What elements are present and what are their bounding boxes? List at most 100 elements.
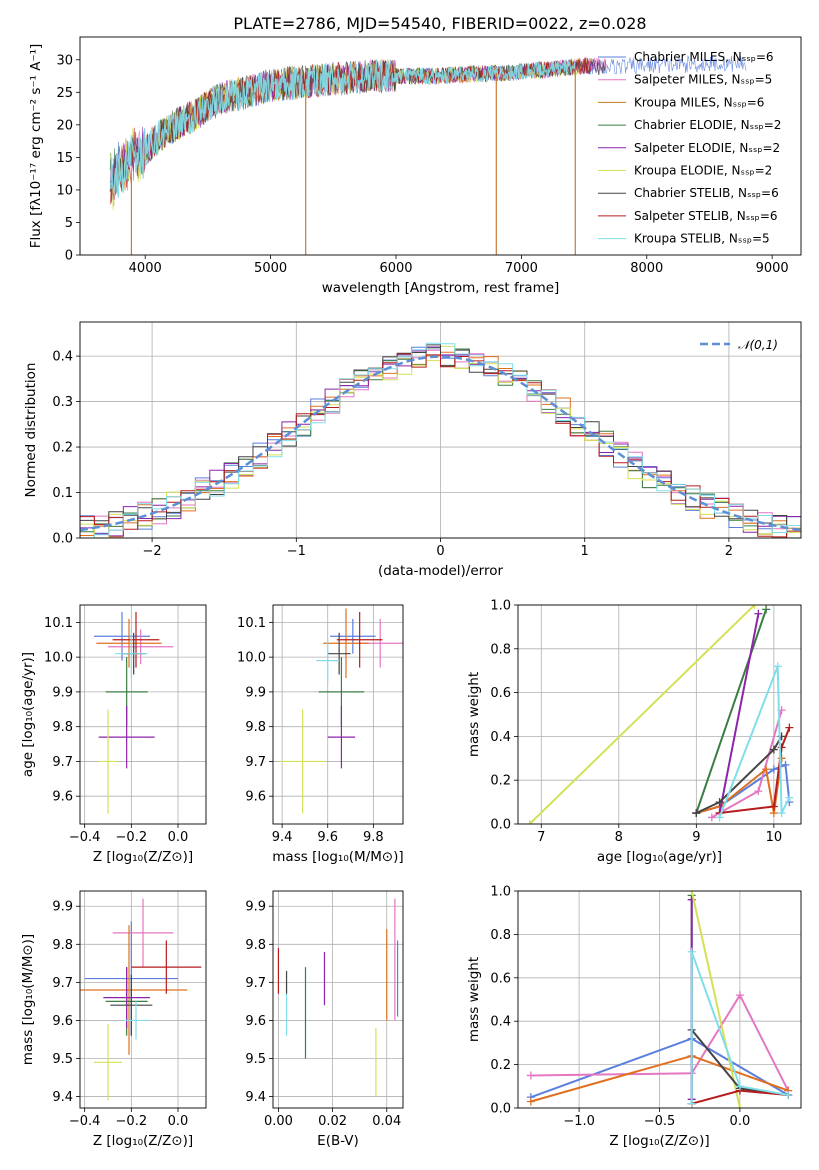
legend-entry: Salpeter MILES, Nₛₛₚ=5 [634, 73, 772, 87]
weight-point [715, 813, 724, 822]
y-axis-label: mass weight [466, 957, 482, 1042]
normal-reference-curve [80, 355, 801, 532]
y-tick-label: 10.0 [44, 651, 73, 666]
x-tick-label: 7 [537, 830, 545, 845]
y-tick-label: 9.6 [245, 790, 266, 805]
y-tick-label: 0.1 [52, 486, 73, 501]
plot-area-mass-vs-Z [80, 898, 202, 1101]
y-axis-label: Normed distribution [23, 363, 39, 498]
weight-point [525, 820, 534, 824]
y-tick-label: 10.0 [237, 651, 266, 666]
x-tick-label: 7000 [505, 261, 538, 276]
panel-weight-vs-Z: −1.0 −0.5 0.0 0.0 0.2 0.4 0.6 0.8 1.0 Z [log₁₀(Z/… [466, 885, 802, 1149]
y-tick-label: 0 [65, 249, 73, 264]
weight-point [773, 662, 782, 671]
x-axis-label: Z [log₁₀(Z/Z⊙)] [93, 1133, 193, 1149]
weight-point [762, 765, 771, 774]
legend-entry: Chabrier STELIB, Nₛₛₚ=6 [634, 186, 779, 200]
y-tick-label: 9.4 [245, 1090, 266, 1105]
weight-point [754, 609, 763, 618]
y-tick-label: 0.0 [490, 1102, 511, 1117]
legend-entry: Salpeter ELODIE, Nₛₛₚ=2 [634, 141, 780, 155]
x-tick-label: 0.0 [168, 1114, 189, 1129]
y-tick-label: 1.0 [490, 885, 511, 900]
legend-entry: Chabrier ELODIE, Nₛₛₚ=2 [634, 118, 781, 132]
y-tick-label: 9.9 [52, 685, 73, 700]
x-axis-label: (data-model)/error [378, 563, 504, 579]
x-tick-label: 6000 [379, 261, 412, 276]
y-tick-label: 1.0 [490, 599, 511, 614]
y-tick-label: 0.2 [52, 441, 73, 456]
x-tick-label: −0.5 [644, 1114, 676, 1129]
y-tick-label: 9.7 [245, 976, 266, 991]
legend-entry: Kroupa STELIB, Nₛₛₚ=5 [634, 232, 770, 246]
weight-point [781, 760, 790, 769]
y-tick-label: 0.0 [490, 818, 511, 833]
x-tick-label: −1.0 [563, 1114, 595, 1129]
plot-area-weight-vs-Z [526, 891, 793, 1108]
x-axis-label: Z [log₁₀(Z/Z⊙)] [609, 1133, 709, 1149]
weight-point [687, 1099, 696, 1108]
weight-line [719, 727, 791, 814]
weight-line [530, 993, 789, 1092]
y-tick-label: 15 [56, 151, 73, 166]
x-axis-label: Z [log₁₀(Z/Z⊙)] [93, 849, 193, 865]
y-tick-label: 0.4 [490, 1015, 511, 1030]
weight-line [690, 891, 741, 1108]
legend-entry: Salpeter STELIB, Nₛₛₚ=6 [634, 209, 778, 223]
x-tick-label: 9.8 [363, 830, 384, 845]
axes-frame [272, 604, 404, 825]
y-axis-label: mass [log₁₀(M/M⊙)] [20, 934, 36, 1065]
plot-area-residuals [80, 342, 801, 538]
x-tick-label: 9.6 [317, 830, 338, 845]
axes-frame [517, 890, 802, 1109]
x-tick-label: 8 [615, 830, 623, 845]
weight-point [692, 809, 701, 818]
x-tick-label: −2 [143, 544, 162, 559]
x-tick-label: 0.0 [730, 1114, 751, 1129]
x-axis-label: E(B-V) [317, 1133, 359, 1149]
y-tick-label: 30 [56, 53, 73, 68]
y-tick-label: 9.5 [52, 1052, 73, 1067]
plot-area-spectrum [109, 55, 747, 255]
x-tick-label: 5000 [254, 261, 287, 276]
y-tick-label: 9.8 [245, 938, 266, 953]
weight-point [762, 605, 771, 614]
weight-line [695, 609, 768, 814]
y-tick-label: 9.7 [52, 755, 73, 770]
y-tick-label: 20 [56, 118, 73, 133]
x-tick-label: 8000 [630, 261, 663, 276]
x-tick-label: −0.2 [116, 830, 148, 845]
y-tick-label: 9.7 [245, 755, 266, 770]
weight-point [526, 1097, 535, 1106]
panel-mass-vs-ebv: 0.00 0.02 0.04 9.4 9.5 9.6 9.7 9.8 9.9 E(B-V) [245, 890, 404, 1149]
x-axis-label: age [log₁₀(age/yr)] [597, 849, 722, 865]
y-tick-label: 0.3 [52, 395, 73, 410]
weight-point [750, 605, 759, 609]
plot-area-mass-vs-ebv [277, 898, 399, 1097]
y-tick-label: 9.7 [52, 976, 73, 991]
y-tick-label: 10.1 [237, 616, 266, 631]
weight-point [754, 787, 763, 796]
y-tick-label: 0.4 [52, 350, 73, 365]
y-tick-label: 9.8 [52, 938, 73, 953]
plot-area-age-vs-Z [94, 611, 174, 814]
y-tick-label: 9.6 [52, 790, 73, 805]
x-axis-label: mass [log₁₀(M/M⊙)] [272, 849, 403, 865]
x-tick-label: 9 [692, 830, 700, 845]
weight-point [777, 754, 786, 763]
x-tick-label: 0.0 [168, 830, 189, 845]
y-tick-label: 0.8 [490, 642, 511, 657]
y-tick-label: 10 [56, 183, 73, 198]
weight-point [687, 891, 696, 895]
y-tick-label: 9.4 [52, 1090, 73, 1105]
legend-entry: 𝒩(0,1) [738, 338, 778, 352]
axes-frame [79, 890, 207, 1109]
x-tick-label: 0.02 [318, 1114, 347, 1129]
panel-age-vs-mass: 9.4 9.6 9.8 9.6 9.7 9.8 9.9 10.0 10.1 mass [log₁₀… [237, 604, 404, 865]
y-tick-label: 9.8 [245, 720, 266, 735]
x-tick-label: 10 [766, 830, 783, 845]
weight-point [735, 1104, 744, 1108]
weight-line [690, 951, 789, 1104]
weight-point [769, 765, 778, 774]
